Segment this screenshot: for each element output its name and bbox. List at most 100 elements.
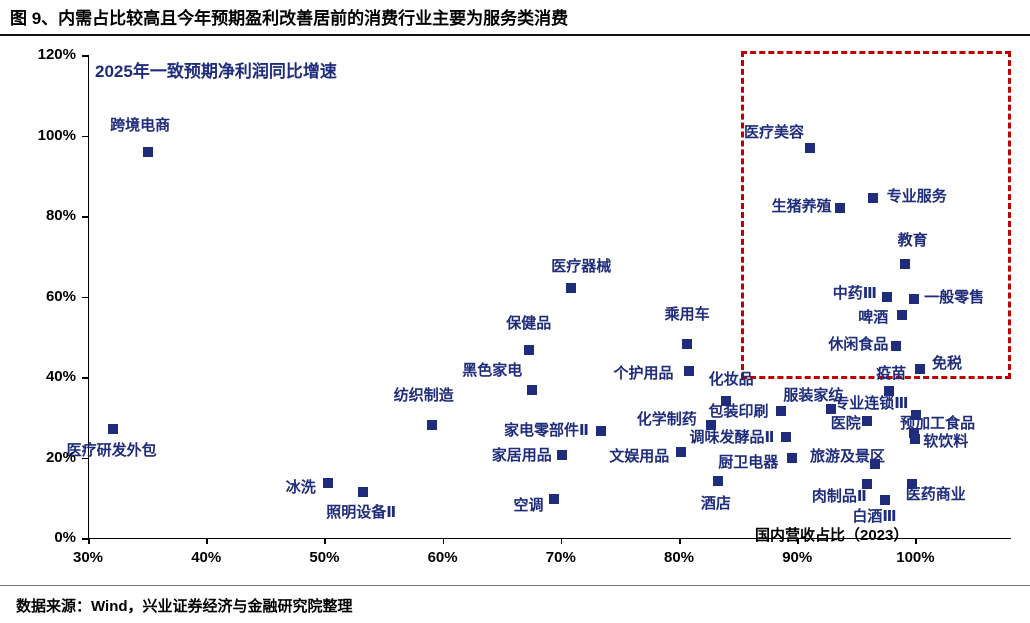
- data-point: [595, 426, 606, 437]
- data-point: [884, 386, 895, 397]
- point-label: 软饮料: [923, 433, 969, 451]
- x-tick-label: 100%: [896, 549, 935, 566]
- point-label: 乘用车: [664, 305, 710, 323]
- x-tick-mark: [88, 538, 90, 544]
- point-label: 医疗器械: [551, 258, 612, 276]
- y-tick-mark: [82, 377, 88, 379]
- x-tick-label: 90%: [782, 549, 813, 566]
- point-label: 化妆品: [708, 371, 754, 389]
- data-point: [684, 365, 695, 376]
- chart-subtitle: 2025年一致预期净利润同比增速: [95, 62, 337, 81]
- point-label: 调味发酵品Ⅱ: [689, 429, 775, 447]
- point-label: 旅游及景区: [810, 447, 886, 465]
- point-label: 专业服务: [886, 187, 947, 205]
- point-label: 跨境电商: [110, 116, 171, 134]
- point-label: 教育: [897, 232, 928, 250]
- source-note: 数据来源：Wind，兴业证券经济与金融研究院整理: [16, 598, 353, 615]
- point-label: 服装家纺: [783, 387, 844, 405]
- point-label: 黑色家电: [462, 362, 523, 380]
- point-label: 化学制药: [636, 411, 697, 429]
- y-tick-label: 60%: [45, 287, 76, 305]
- x-axis-label: 国内营收占比（2023）: [755, 527, 909, 544]
- point-label: 专业连锁Ⅲ: [834, 395, 909, 413]
- point-label: 保健品: [506, 315, 552, 333]
- figure-header: 图 9、内需占比较高且今年预期盈利改善居前的消费行业主要为服务类消费: [0, 0, 1030, 36]
- x-tick-mark: [679, 538, 681, 544]
- plot-area: 2025年一致预期净利润同比增速 国内营收占比（2023） 跨境电商 医疗研发外包…: [67, 50, 1011, 544]
- point-label: 酒店: [700, 494, 731, 512]
- data-point: [910, 434, 921, 445]
- point-label: 家电零部件Ⅱ: [503, 422, 589, 440]
- data-point: [721, 396, 732, 407]
- data-point: [705, 420, 716, 431]
- x-tick-mark: [206, 538, 208, 544]
- point-label: 医药商业: [905, 485, 966, 503]
- x-tick-label: 70%: [545, 549, 576, 566]
- data-point: [548, 494, 559, 505]
- data-point: [556, 450, 567, 461]
- data-point: [867, 192, 878, 203]
- data-point: [914, 363, 925, 374]
- point-label: 肉制品Ⅱ: [811, 487, 867, 505]
- data-point: [891, 340, 902, 351]
- x-tick-mark: [560, 538, 563, 544]
- point-label: 厨卫电器: [718, 453, 779, 471]
- x-tick-mark: [324, 538, 326, 544]
- x-tick-label: 40%: [191, 549, 222, 566]
- data-point: [861, 478, 872, 489]
- data-point: [899, 259, 910, 270]
- y-tick-label: 80%: [45, 207, 76, 224]
- data-point: [426, 420, 437, 431]
- data-point: [881, 291, 892, 302]
- point-label: 文娱用品: [609, 447, 670, 465]
- figure-footer: 数据来源：Wind，兴业证券经济与金融研究院整理: [0, 585, 1030, 623]
- point-label: 预加工食品: [900, 415, 976, 433]
- data-point: [805, 142, 816, 153]
- x-tick-mark: [442, 538, 445, 544]
- point-label: 疫苗: [876, 365, 907, 383]
- data-point: [909, 293, 920, 304]
- x-tick-mark: [915, 538, 917, 544]
- x-tick-mark: [797, 538, 799, 544]
- data-point: [861, 416, 872, 427]
- x-tick-label: 30%: [72, 549, 104, 566]
- point-label: 纺织制造: [393, 387, 454, 405]
- data-point: [909, 428, 920, 439]
- data-point: [911, 410, 922, 421]
- y-tick-label: 40%: [45, 368, 76, 385]
- point-label: 白酒Ⅲ: [852, 507, 897, 525]
- y-tick-mark: [82, 216, 88, 218]
- data-point: [781, 432, 792, 443]
- data-point: [826, 404, 837, 415]
- data-point: [523, 345, 534, 356]
- data-point: [787, 452, 798, 463]
- x-tick-label: 80%: [664, 549, 695, 566]
- data-point: [143, 146, 154, 157]
- scatter-chart: 2025年一致预期净利润同比增速 国内营收占比（2023） 跨境电商 医疗研发外包…: [0, 36, 1030, 581]
- point-label: 家居用品: [491, 447, 552, 465]
- point-label: 医院: [830, 415, 861, 433]
- data-point: [906, 478, 917, 489]
- point-label: 生猪养殖: [771, 197, 832, 215]
- data-point: [682, 338, 693, 349]
- data-point: [897, 309, 908, 320]
- point-label: 医疗美容: [744, 123, 805, 141]
- y-tick-label: 20%: [45, 448, 76, 466]
- figure-title: 图 9、内需占比较高且今年预期盈利改善居前的消费行业主要为服务类消费: [10, 9, 569, 28]
- y-tick-mark: [82, 135, 88, 137]
- y-tick-label: 100%: [37, 126, 76, 144]
- point-label: 免税: [931, 354, 962, 372]
- point-label: 照明设备Ⅱ: [326, 503, 397, 521]
- point-label: 个护用品: [613, 364, 674, 382]
- x-tick-label: 50%: [309, 549, 340, 566]
- data-point: [676, 446, 687, 457]
- data-point: [566, 283, 577, 294]
- point-label: 冰洗: [285, 478, 316, 496]
- point-label: 包装印刷: [708, 403, 769, 421]
- data-point: [358, 486, 369, 497]
- point-label: 一般零售: [924, 288, 985, 306]
- y-tick-mark: [82, 296, 88, 298]
- point-label: 中药Ⅲ: [832, 284, 877, 302]
- y-tick-mark: [82, 538, 88, 540]
